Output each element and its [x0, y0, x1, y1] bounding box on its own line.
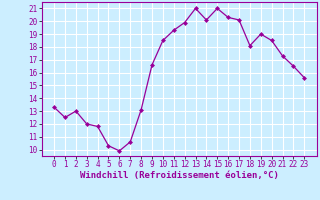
X-axis label: Windchill (Refroidissement éolien,°C): Windchill (Refroidissement éolien,°C) [80, 171, 279, 180]
